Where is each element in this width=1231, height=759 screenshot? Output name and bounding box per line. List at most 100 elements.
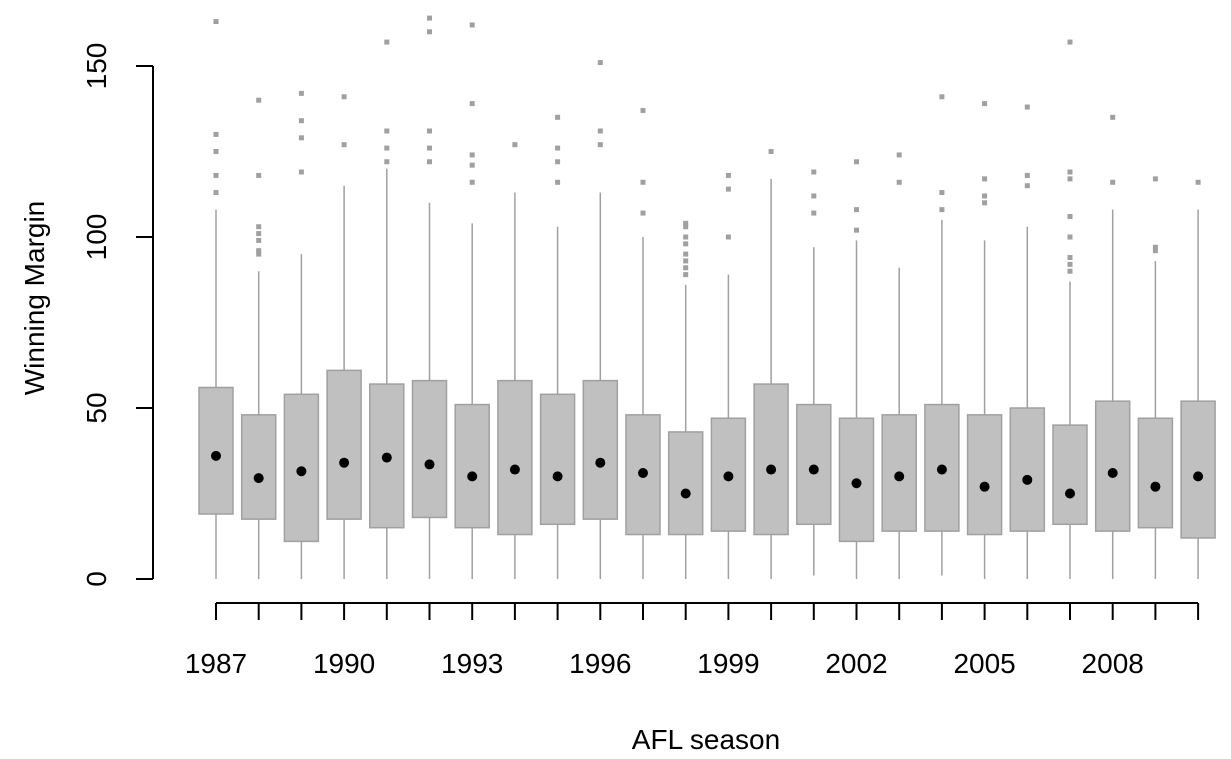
outlier-point xyxy=(1110,179,1116,185)
outlier-point xyxy=(427,15,432,21)
box-2007 xyxy=(1052,39,1088,579)
mean-point xyxy=(979,481,990,492)
outlier-point xyxy=(640,107,646,113)
box-1993 xyxy=(454,22,490,579)
outlier-point xyxy=(725,234,731,240)
outlier-point xyxy=(469,101,475,107)
mean-point xyxy=(1150,481,1161,492)
x-tick-label: 2002 xyxy=(825,648,887,679)
box-2001 xyxy=(796,169,832,576)
outlier-point xyxy=(1067,39,1073,45)
mean-point xyxy=(595,457,606,468)
outlier-point xyxy=(298,169,304,175)
box-1987 xyxy=(198,19,234,579)
outlier-point xyxy=(256,172,262,178)
mean-point xyxy=(723,471,734,482)
mean-point xyxy=(936,464,947,475)
x-tick-label: 1996 xyxy=(569,648,631,679)
mean-point xyxy=(1107,467,1118,478)
box-body xyxy=(539,393,576,526)
outlier-point xyxy=(811,193,817,199)
outlier-point xyxy=(683,224,689,230)
outlier-point xyxy=(854,159,859,165)
outlier-point xyxy=(896,152,902,158)
outlier-point xyxy=(683,220,689,226)
box-1995 xyxy=(539,114,576,579)
box-1990 xyxy=(326,94,362,579)
y-tick-label: 50 xyxy=(81,392,112,423)
x-axis-title: AFL season xyxy=(632,724,780,755)
outlier-point xyxy=(640,210,646,216)
outlier-point xyxy=(427,29,432,35)
outlier-point xyxy=(683,241,689,247)
outlier-point xyxy=(725,186,731,192)
mean-point xyxy=(1022,474,1033,485)
box-2003 xyxy=(881,152,917,579)
outlier-point xyxy=(427,128,432,134)
box-2002 xyxy=(838,159,875,579)
outlier-point xyxy=(341,142,347,148)
outlier-point xyxy=(1195,179,1201,185)
outlier-point xyxy=(555,159,561,165)
outlier-point xyxy=(298,90,304,96)
box-2005 xyxy=(966,101,1003,579)
outlier-point xyxy=(469,179,475,185)
outlier-point xyxy=(469,152,475,158)
outlier-point xyxy=(982,176,988,182)
outlier-point xyxy=(811,169,817,175)
outlier-point xyxy=(384,145,390,151)
outlier-point xyxy=(298,118,304,124)
outlier-point xyxy=(811,210,817,216)
outlier-point xyxy=(213,19,219,25)
outlier-point xyxy=(256,237,262,243)
axis-layer: 0 50 100 150 1987 1990 1993 1996 1999 2002 2005 200… xyxy=(81,43,1200,679)
x-tick-label: 1990 xyxy=(313,648,375,679)
outlier-point xyxy=(683,251,689,257)
mean-point xyxy=(894,471,905,482)
mean-point xyxy=(381,452,392,463)
mean-point xyxy=(680,488,691,499)
box-1994 xyxy=(497,142,533,579)
outlier-point xyxy=(597,142,603,148)
box-body xyxy=(753,383,789,536)
outlier-point xyxy=(384,39,390,45)
y-axis-title: Winning Margin xyxy=(19,201,50,396)
mean-point xyxy=(467,471,478,482)
outlier-point xyxy=(469,22,475,28)
box-2010 xyxy=(1180,179,1216,579)
mean-point xyxy=(851,478,862,489)
outlier-point xyxy=(939,190,945,196)
box-body xyxy=(1009,407,1046,532)
outlier-point xyxy=(939,207,945,213)
outlier-point xyxy=(1110,114,1116,120)
outlier-point xyxy=(1067,234,1073,240)
outlier-point xyxy=(213,172,219,178)
box-body xyxy=(1052,424,1088,526)
box-2008 xyxy=(1094,114,1131,579)
x-tick-label: 2008 xyxy=(1082,648,1144,679)
outlier-point xyxy=(298,135,304,141)
box-body xyxy=(667,431,704,536)
outlier-point xyxy=(1152,244,1158,250)
box-2006 xyxy=(1009,104,1046,579)
outlier-point xyxy=(982,193,988,199)
box-body xyxy=(966,414,1003,536)
box-2009 xyxy=(1137,176,1174,579)
outlier-point xyxy=(384,159,390,165)
y-tick-label: 150 xyxy=(81,43,112,90)
mean-point xyxy=(296,466,307,477)
box-body xyxy=(582,379,619,520)
box-1989 xyxy=(283,90,320,579)
outlier-point xyxy=(213,190,219,196)
outlier-point xyxy=(597,60,603,66)
outlier-point xyxy=(1067,261,1073,267)
box-1999 xyxy=(710,172,747,579)
mean-point xyxy=(638,467,648,478)
y-tick-label: 100 xyxy=(81,214,112,261)
outlier-point xyxy=(768,149,774,154)
box-body xyxy=(1180,400,1216,539)
box-1996 xyxy=(582,60,619,579)
outlier-point xyxy=(256,97,262,103)
outlier-point xyxy=(1067,268,1073,274)
